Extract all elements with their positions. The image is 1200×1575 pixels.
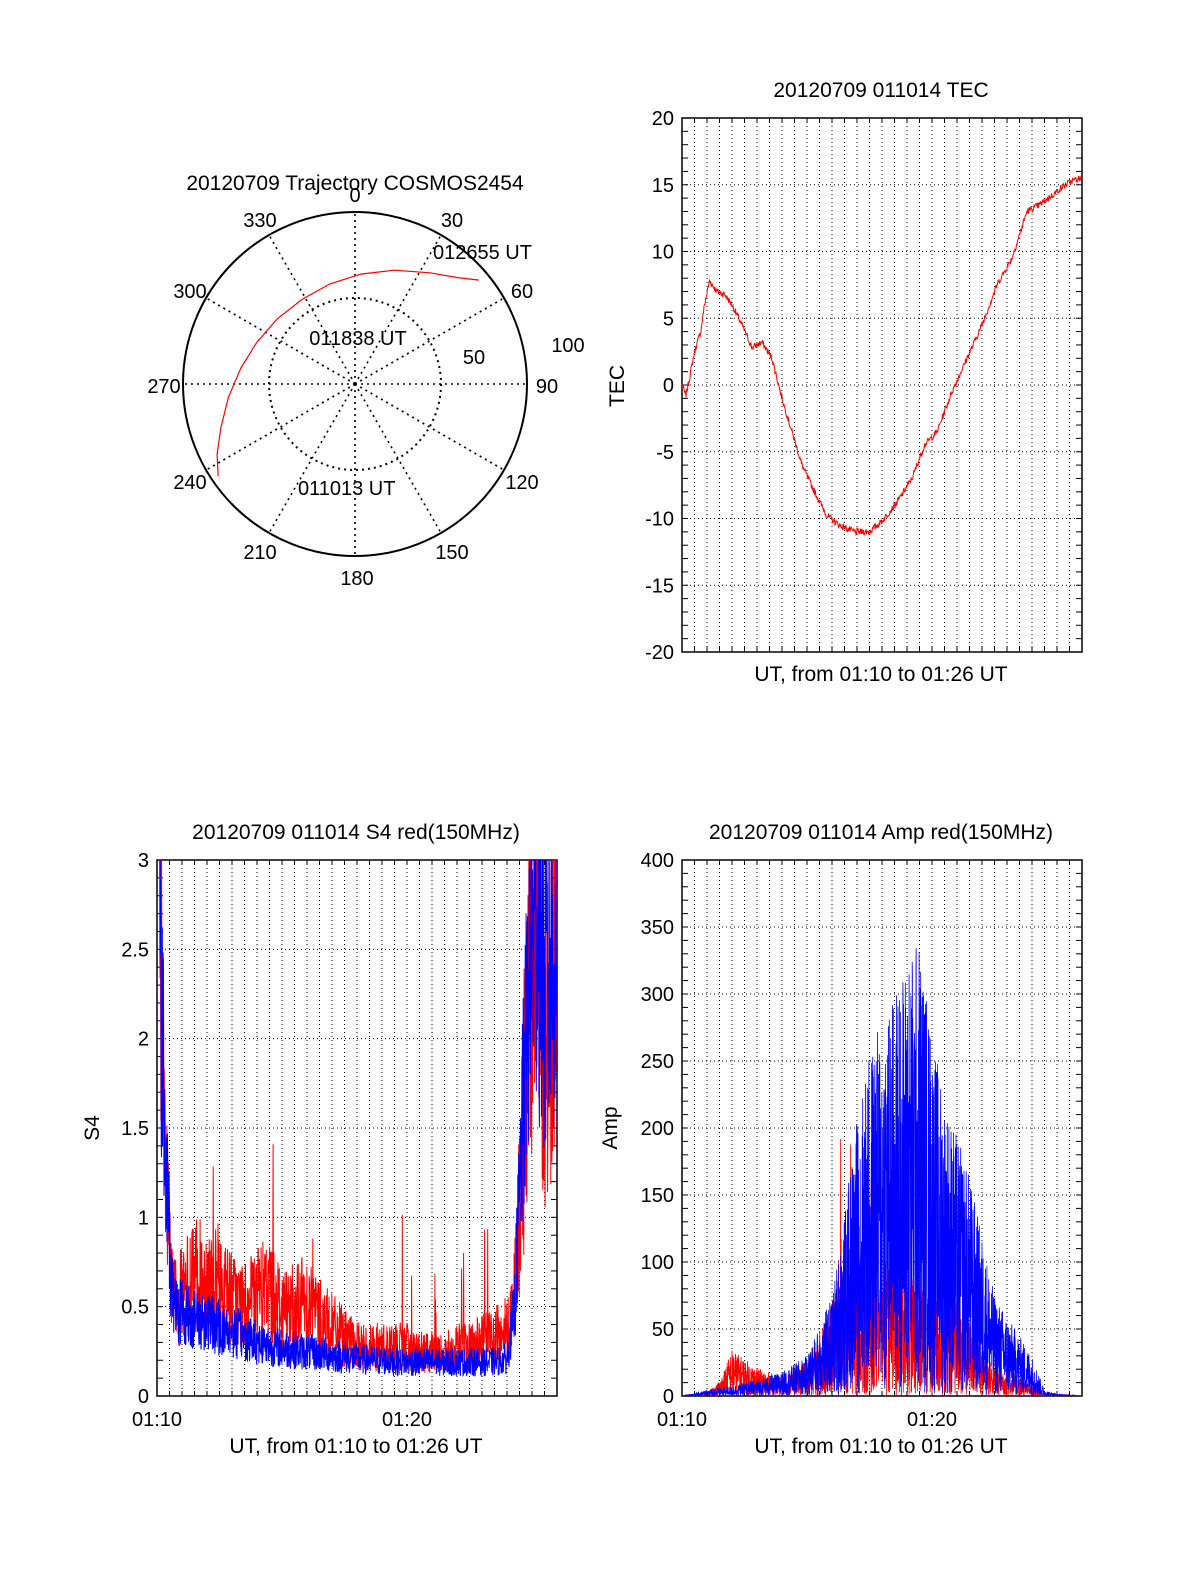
polar-chart-title: 20120709 Trajectory COSMOS2454 — [186, 172, 524, 195]
polar-angle-label-150: 150 — [435, 542, 468, 564]
polar-plot — [182, 211, 528, 557]
amp-y-axis-label: Amp — [599, 1106, 622, 1149]
s4-plot — [156, 859, 558, 1397]
s4-y-tick-label: 1.5 — [121, 1118, 149, 1140]
amp-x-tick-labels: 01:10 01:20 — [657, 1409, 957, 1431]
s4-x-tick-label: 01:20 — [382, 1409, 432, 1431]
polar-spoke-30 — [354, 234, 442, 385]
amp-y-tick-labels: 400 350 300 250 200 150 100 50 0 — [641, 850, 674, 1408]
polar-outer-circle — [182, 211, 528, 557]
polar-spoke-300 — [205, 297, 356, 385]
tec-y-axis-label: TEC — [606, 365, 629, 407]
tec-plot — [681, 117, 1083, 653]
tec-x-axis-label: UT, from 01:10 to 01:26 UT — [754, 663, 1007, 686]
polar-angle-label-180: 180 — [340, 568, 373, 590]
polar-angle-label-270: 270 — [147, 376, 180, 398]
s4-y-tick-label: 0.5 — [121, 1297, 149, 1319]
tec-y-tick-label: -15 — [645, 575, 674, 597]
s4-chart-title: 20120709 011014 S4 red(150MHz) — [192, 821, 520, 844]
polar-angle-label-210: 210 — [243, 542, 276, 564]
tec-series-line — [681, 175, 1083, 537]
amp-x-tick-label: 01:10 — [657, 1409, 707, 1431]
amp-y-tick-label: 150 — [641, 1185, 674, 1207]
amp-y-tick-label: 300 — [641, 984, 674, 1006]
tec-y-tick-label: 0 — [663, 375, 674, 397]
polar-spoke-210 — [268, 383, 356, 534]
amp-x-tick-label: 01:20 — [907, 1409, 957, 1431]
polar-spoke-240 — [205, 383, 356, 471]
s4-series-red — [159, 860, 557, 1373]
tec-y-tick-label: 5 — [663, 308, 674, 330]
s4-y-tick-label: 2.5 — [121, 939, 149, 961]
s4-y-tick-label: 2 — [138, 1029, 149, 1051]
polar-spoke-120 — [354, 383, 505, 471]
tec-y-tick-label: 20 — [652, 108, 674, 130]
polar-annotation-start: 011013 UT — [298, 478, 395, 500]
s4-x-tick-label: 01:10 — [132, 1409, 182, 1431]
tec-y-tick-label: -20 — [645, 642, 674, 664]
polar-angle-labels: 0 30 60 90 120 150 180 210 240 270 300 3… — [147, 185, 558, 590]
polar-angle-label-60: 60 — [511, 281, 533, 303]
tec-y-tick-labels: 20 15 10 5 0 -5 -10 -15 -20 — [645, 108, 674, 664]
polar-angle-label-0: 0 — [349, 185, 360, 207]
tec-y-tick-label: -10 — [645, 509, 674, 531]
s4-y-tick-labels: 3 2.5 2 1.5 1 0.5 0 — [121, 850, 149, 1408]
s4-x-tick-labels: 01:10 01:20 — [132, 1409, 432, 1431]
tec-y-tick-label: 10 — [652, 242, 674, 264]
polar-spoke-150 — [354, 383, 442, 534]
polar-annotation-mid: 011838 UT — [309, 328, 406, 350]
tec-y-tick-label: 15 — [652, 175, 674, 197]
polar-angle-label-30: 30 — [441, 210, 463, 232]
tec-chart-title: 20120709 011014 TEC — [773, 79, 988, 102]
polar-radial-label-100: 100 — [551, 335, 584, 357]
polar-angle-label-300: 300 — [173, 281, 206, 303]
s4-y-axis-label: S4 — [81, 1115, 104, 1141]
amp-y-tick-label: 50 — [652, 1319, 674, 1341]
s4-series-blue — [159, 860, 557, 1378]
amp-plot — [681, 859, 1083, 1397]
polar-angle-label-330: 330 — [243, 210, 276, 232]
s4-y-tick-label: 3 — [138, 850, 149, 872]
amp-x-axis-label: UT, from 01:10 to 01:26 UT — [754, 1435, 1007, 1458]
amp-chart-title: 20120709 011014 Amp red(150MHz) — [709, 821, 1053, 844]
amp-series-blue — [682, 948, 1082, 1396]
amp-y-tick-label: 200 — [641, 1118, 674, 1140]
s4-x-axis-label: UT, from 01:10 to 01:26 UT — [229, 1435, 482, 1458]
amp-y-tick-label: 400 — [641, 850, 674, 872]
polar-spoke-60 — [354, 297, 505, 385]
polar-angle-label-240: 240 — [173, 472, 206, 494]
amp-y-tick-label: 100 — [641, 1252, 674, 1274]
polar-angle-label-120: 120 — [505, 472, 538, 494]
polar-spoke-330 — [268, 234, 356, 385]
polar-trajectory-line — [216, 269, 479, 477]
s4-y-tick-label: 0 — [138, 1386, 149, 1408]
polar-radial-label-50: 50 — [463, 347, 485, 369]
amp-y-tick-label: 0 — [663, 1386, 674, 1408]
polar-annotation-end: 012655 UT — [433, 242, 532, 264]
polar-angle-label-90: 90 — [536, 376, 558, 398]
s4-y-tick-label: 1 — [138, 1207, 149, 1229]
amp-y-tick-label: 250 — [641, 1051, 674, 1073]
tec-y-tick-label: -5 — [656, 442, 674, 464]
amp-y-tick-label: 350 — [641, 917, 674, 939]
